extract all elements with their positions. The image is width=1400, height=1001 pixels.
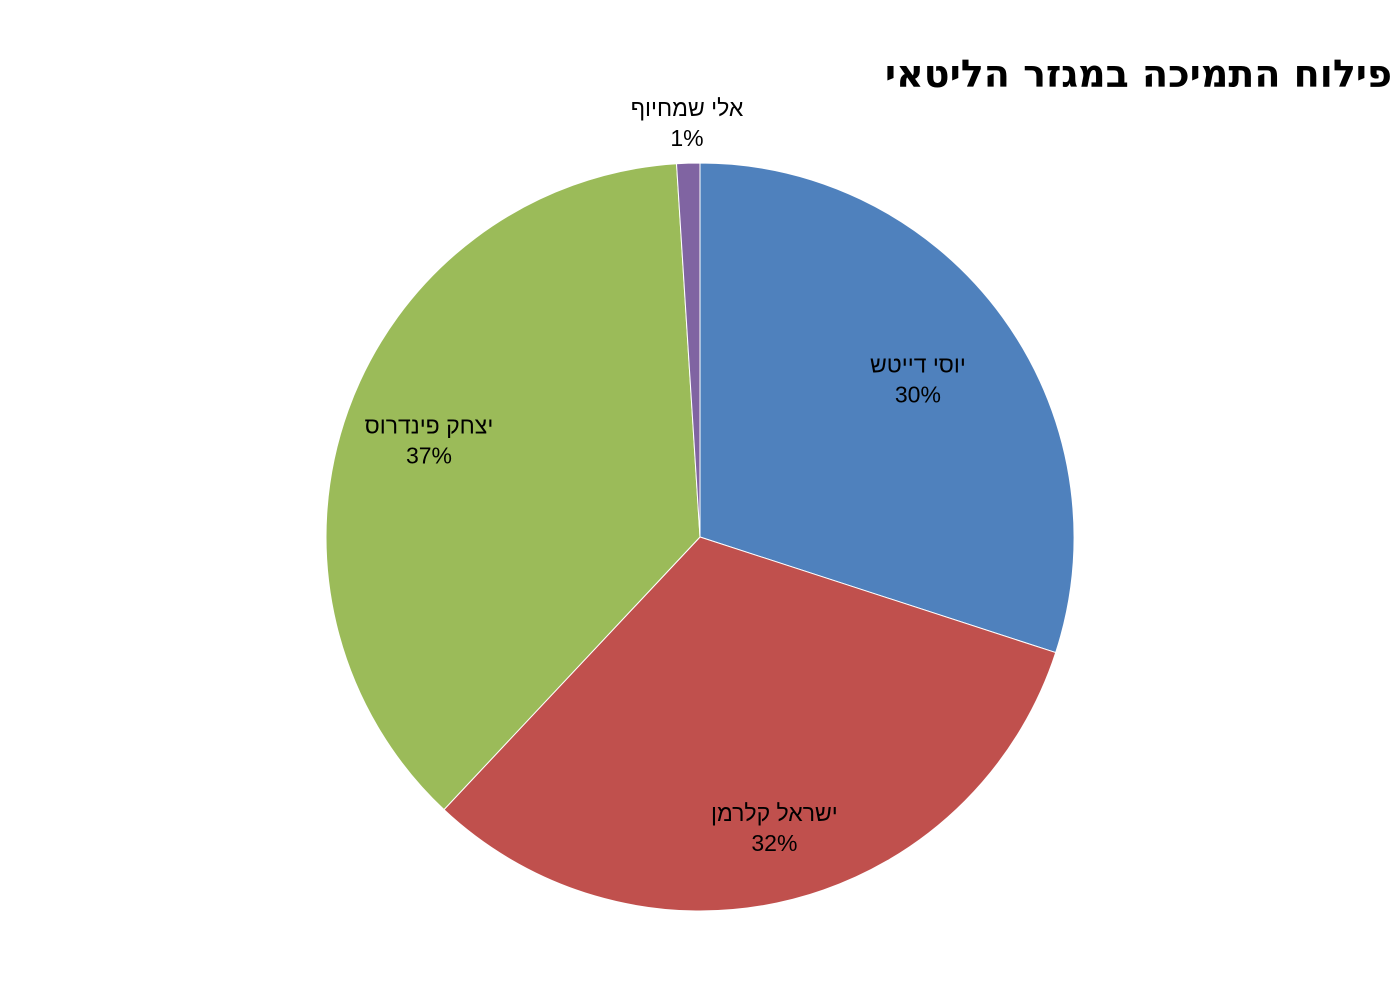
slice-label: ישראל קלרמן 32%	[711, 800, 838, 856]
slice-label: יוסי דייטש 30%	[870, 352, 966, 408]
slice-name: אלי שמחיוף	[631, 95, 744, 121]
pie-slice	[325, 163, 701, 811]
chart-title: פילוח התמיכה במגזר הליטאי	[884, 52, 1392, 96]
slice-label: אלי שמחיוף 1%	[631, 95, 744, 151]
slice-percent: 1%	[670, 125, 703, 151]
slice-name: יצחק פינדרוס	[365, 413, 494, 439]
pie-slice	[699, 162, 1075, 654]
pie-slice	[443, 536, 1057, 912]
pie-slice	[675, 162, 701, 538]
pie-slices	[325, 162, 1075, 912]
slice-label: יצחק פינדרוס 37%	[365, 413, 494, 469]
slice-name: יוסי דייטש	[870, 352, 966, 378]
pie-labels: יוסי דייטש 30% ישראל קלרמן 32% יצחק פינדרוס 3…	[365, 95, 966, 856]
slice-name: ישראל קלרמן	[711, 800, 838, 826]
slice-percent: 37%	[406, 443, 452, 469]
slice-percent: 30%	[895, 382, 941, 408]
slice-percent: 32%	[751, 830, 797, 856]
